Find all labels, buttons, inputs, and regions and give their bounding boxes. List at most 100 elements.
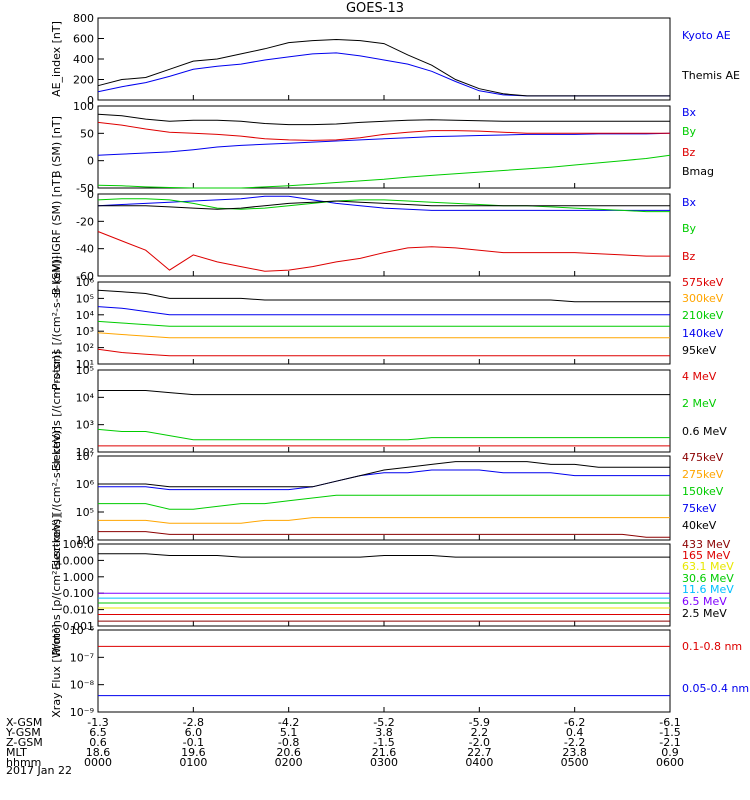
- ephemeris-value: 20.6: [276, 746, 301, 759]
- ephemeris-value: 5.1: [280, 726, 298, 739]
- legend-entry: Kyoto AE: [682, 29, 731, 42]
- y-tick-label: 10⁶: [76, 478, 95, 491]
- y-tick-label: 100.0: [63, 538, 95, 551]
- ephemeris-value: 0.4: [566, 726, 584, 739]
- ephemeris-value: 19.6: [181, 746, 206, 759]
- legend-entry: Themis AE: [681, 69, 740, 82]
- panel-3: -60 -40 -20 0 B (SM)-IGRF (SM) [nT] Bx By Bz: [50, 175, 697, 295]
- ephemeris-value: 0.9: [661, 746, 679, 759]
- series-line-275kev: [98, 517, 670, 524]
- y-tick-label: 10⁵: [76, 506, 94, 519]
- ephemeris-value: -5.2: [373, 716, 394, 729]
- ephemeris-value: 0000: [84, 756, 112, 769]
- legend-entry: 2.5 MeV: [682, 607, 727, 620]
- ephemeris-value: 0100: [179, 756, 207, 769]
- series-line-themis-ae: [97, 38, 670, 97]
- y-tick-label: 0: [87, 155, 94, 168]
- legend-entry: 475keV: [682, 451, 724, 464]
- series-line-bx: [97, 132, 671, 156]
- ephemeris-value: -0.1: [183, 736, 204, 749]
- ephemeris-value: -4.2: [278, 716, 299, 729]
- y-tick-label: 0.001: [63, 620, 95, 633]
- y-tick-label: 10⁵: [76, 292, 94, 305]
- legend-entry: 63.1 MeV: [682, 560, 734, 573]
- y-tick-label: 800: [73, 12, 94, 25]
- panel-4: 10¹ 10² 10³ 10⁴ 10⁵ 10⁶ Protons [/(cm²-s-sr-ke…: [50, 256, 724, 390]
- panel-2: -50 0 50 100 B (SM) [nT] Bx By Bz Bmag: [50, 100, 714, 195]
- ephemeris-value: 2.2: [471, 726, 489, 739]
- y-axis-label: Electrons [/(cm²-s-sr)]: [50, 351, 63, 471]
- y-axis-label: B (SM)-IGRF (SM) [nT]: [50, 175, 63, 295]
- series-line-40kev: [98, 461, 670, 488]
- y-tick-label: -20: [76, 215, 94, 228]
- legend-entry: 140keV: [682, 327, 724, 340]
- legend-entry: 75keV: [682, 502, 717, 515]
- series-line-210kev: [97, 320, 670, 327]
- ephemeris-value: 0400: [465, 756, 493, 769]
- ephemeris-value: -2.2: [564, 736, 585, 749]
- series-line-475kev: [98, 531, 670, 538]
- ephemeris-value: -0.8: [278, 736, 299, 749]
- y-tick-label: -40: [76, 243, 94, 256]
- y-tick-label: -50: [76, 182, 94, 195]
- y-tick-label: 0.010: [63, 604, 95, 617]
- series-line-bz: [97, 121, 670, 141]
- legend-entry: 210keV: [682, 309, 724, 322]
- date-label: 2017 Jan 22: [6, 764, 72, 777]
- legend-entry: 0.1-0.8 nm: [682, 640, 742, 653]
- y-tick-label: 10⁻⁷: [70, 651, 94, 664]
- ephemeris-row-label: X-GSM: [6, 716, 42, 729]
- chart-title: GOES-13: [346, 1, 404, 16]
- legend-entry: Bx: [682, 106, 697, 119]
- y-tick-label: 600: [73, 33, 94, 46]
- panel-6: 10⁴ 10⁵ 10⁶ 10⁷ Electrons [/(cm²-s-sr-keV)] 4…: [50, 426, 724, 570]
- panel-frame: [97, 629, 671, 713]
- series-line-575kev: [97, 348, 670, 357]
- y-tick-label: 10.000: [56, 554, 95, 567]
- ephemeris-row-label: Y-GSM: [5, 726, 41, 739]
- panel-frame: [97, 17, 671, 101]
- ephemeris-value: 3.8: [375, 726, 393, 739]
- ephemeris-value: 6.0: [185, 726, 203, 739]
- legend-entry: By: [682, 222, 697, 235]
- legend-entry: 575keV: [682, 276, 724, 289]
- panel-frame: [97, 543, 671, 627]
- ephemeris-value: 0.6: [89, 736, 107, 749]
- ephemeris-value: -5.9: [469, 716, 490, 729]
- ephemeris-value: 21.6: [372, 746, 397, 759]
- ephemeris-value: 0200: [275, 756, 303, 769]
- ephemeris-value: -2.1: [659, 736, 680, 749]
- legend-entry: 2 MeV: [682, 397, 717, 410]
- y-tick-label: 0: [87, 188, 94, 201]
- y-tick-label: 0.100: [63, 587, 95, 600]
- ephemeris-value: -6.2: [564, 716, 585, 729]
- legend-entry: 11.6 MeV: [682, 583, 734, 596]
- legend-entry: Bmag: [682, 165, 714, 178]
- series-line-140kev: [97, 306, 670, 316]
- panel-frame: [97, 193, 671, 277]
- series-line-300kev: [97, 332, 670, 339]
- y-tick-label: 50: [80, 127, 94, 140]
- y-axis-label: B (SM) [nT]: [50, 116, 63, 178]
- y-tick-label: 10⁷: [76, 450, 94, 463]
- ephemeris-value: 6.5: [89, 726, 107, 739]
- legend-entry: 4 MeV: [682, 370, 717, 383]
- legend-entry: 0.6 MeV: [682, 425, 727, 438]
- y-tick-label: 200: [73, 74, 94, 87]
- series-line-2-mev: [97, 428, 670, 441]
- y-tick-label: 10²: [76, 342, 94, 355]
- ephemeris-value: 0300: [370, 756, 398, 769]
- y-tick-label: 10⁵: [76, 364, 94, 377]
- series-line-black: [98, 200, 670, 210]
- legend-entry: Bz: [682, 250, 696, 263]
- legend-entry: 150keV: [682, 485, 724, 498]
- legend-entry: 40keV: [682, 519, 717, 532]
- ephemeris-row-label: MLT: [6, 746, 27, 759]
- y-tick-label: 10⁴: [76, 391, 95, 404]
- ephemeris-value: 0600: [656, 756, 684, 769]
- y-axis-label: AE_index [nT]: [50, 21, 63, 97]
- y-tick-label: 1.000: [63, 571, 95, 584]
